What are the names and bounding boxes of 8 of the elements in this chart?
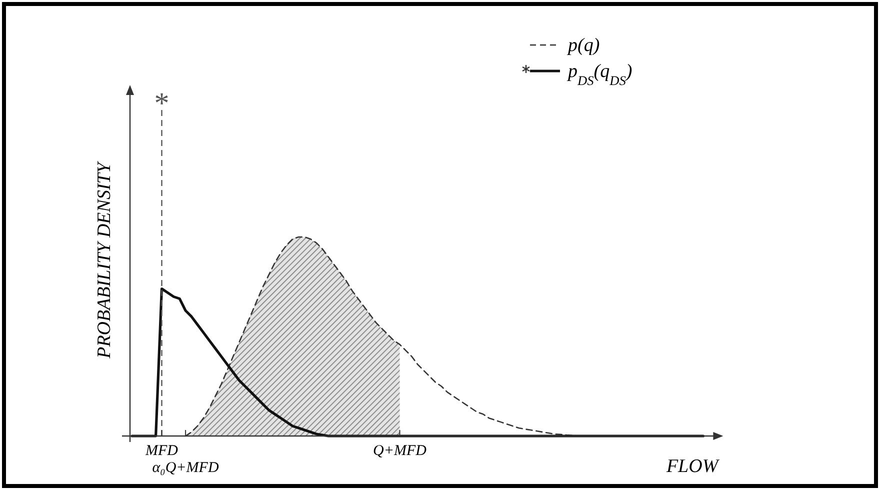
legend-label: p(q) <box>566 35 600 56</box>
legend-label: p$_{DS}$(q$_{DS}$) <box>566 61 632 88</box>
ref-line-label: * <box>154 87 170 120</box>
x-tick-label: MFD <box>144 443 178 459</box>
x-axis-title: FLOW <box>665 456 720 477</box>
x-tick-label: α₀Q+MFD <box>152 460 219 476</box>
y-axis-title: PROBABILITY DENSITY <box>94 160 115 360</box>
x-tick-label: Q+MFD <box>373 443 427 459</box>
